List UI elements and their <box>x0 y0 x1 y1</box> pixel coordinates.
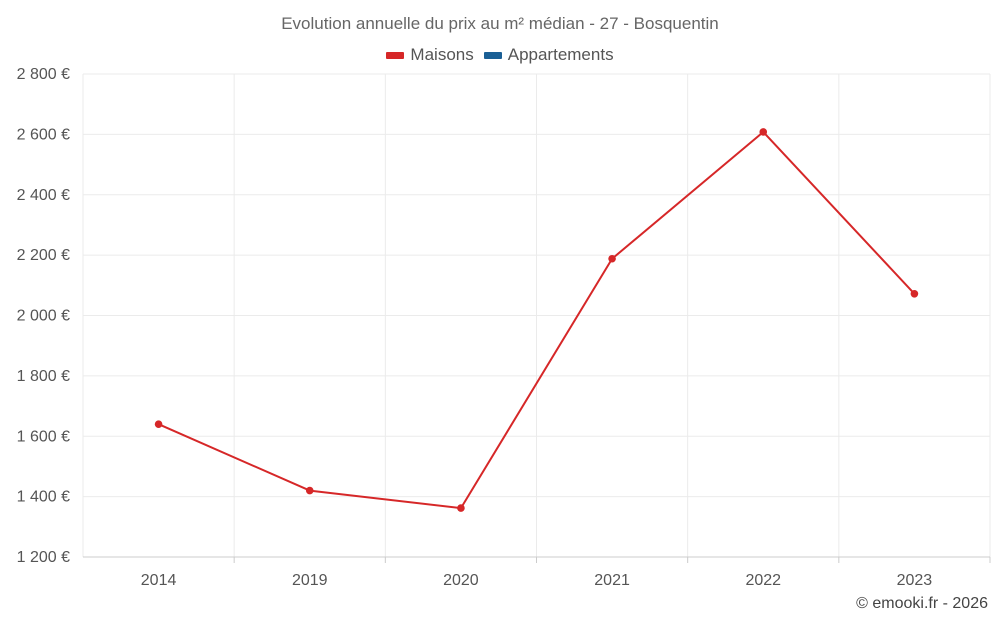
y-tick-label: 2 200 € <box>17 247 70 264</box>
data-point <box>305 486 314 495</box>
data-point <box>910 289 919 298</box>
series-line-maisons <box>158 130 916 510</box>
data-point <box>608 254 616 263</box>
chart-legend: Maisons Appartements <box>0 45 1000 65</box>
legend-swatch-appartements <box>483 51 502 59</box>
legend-item-appartements[interactable]: Appartements <box>483 45 614 65</box>
chart-title: Evolution annuelle du prix au m² médian … <box>281 14 719 33</box>
legend-label-maisons: Maisons <box>410 45 474 64</box>
credit-text: © emooki.fr - 2026 <box>856 595 988 612</box>
y-tick-label: 1 800 € <box>17 368 70 385</box>
x-tick-label: 2020 <box>443 572 479 589</box>
y-tick-label: 1 200 € <box>17 549 70 566</box>
y-tick-label: 2 000 € <box>17 308 70 325</box>
legend-label-appartements: Appartements <box>507 45 614 64</box>
data-point <box>154 420 163 428</box>
x-tick-label: 2023 <box>897 572 933 589</box>
x-tick-label: 2022 <box>745 572 781 589</box>
x-tick-label: 2019 <box>292 572 328 589</box>
y-tick-label: 1 600 € <box>17 428 70 445</box>
y-tick-label: 2 400 € <box>17 187 70 204</box>
y-tick-label: 2 600 € <box>17 126 70 143</box>
legend-swatch-maisons <box>386 51 405 59</box>
x-tick-label: 2014 <box>141 572 177 589</box>
y-tick-label: 1 400 € <box>17 489 70 506</box>
data-point <box>759 128 768 136</box>
legend-item-maisons[interactable]: Maisons <box>386 45 474 65</box>
y-tick-label: 2 800 € <box>17 66 70 83</box>
data-point <box>457 504 465 512</box>
x-tick-label: 2021 <box>594 572 630 589</box>
